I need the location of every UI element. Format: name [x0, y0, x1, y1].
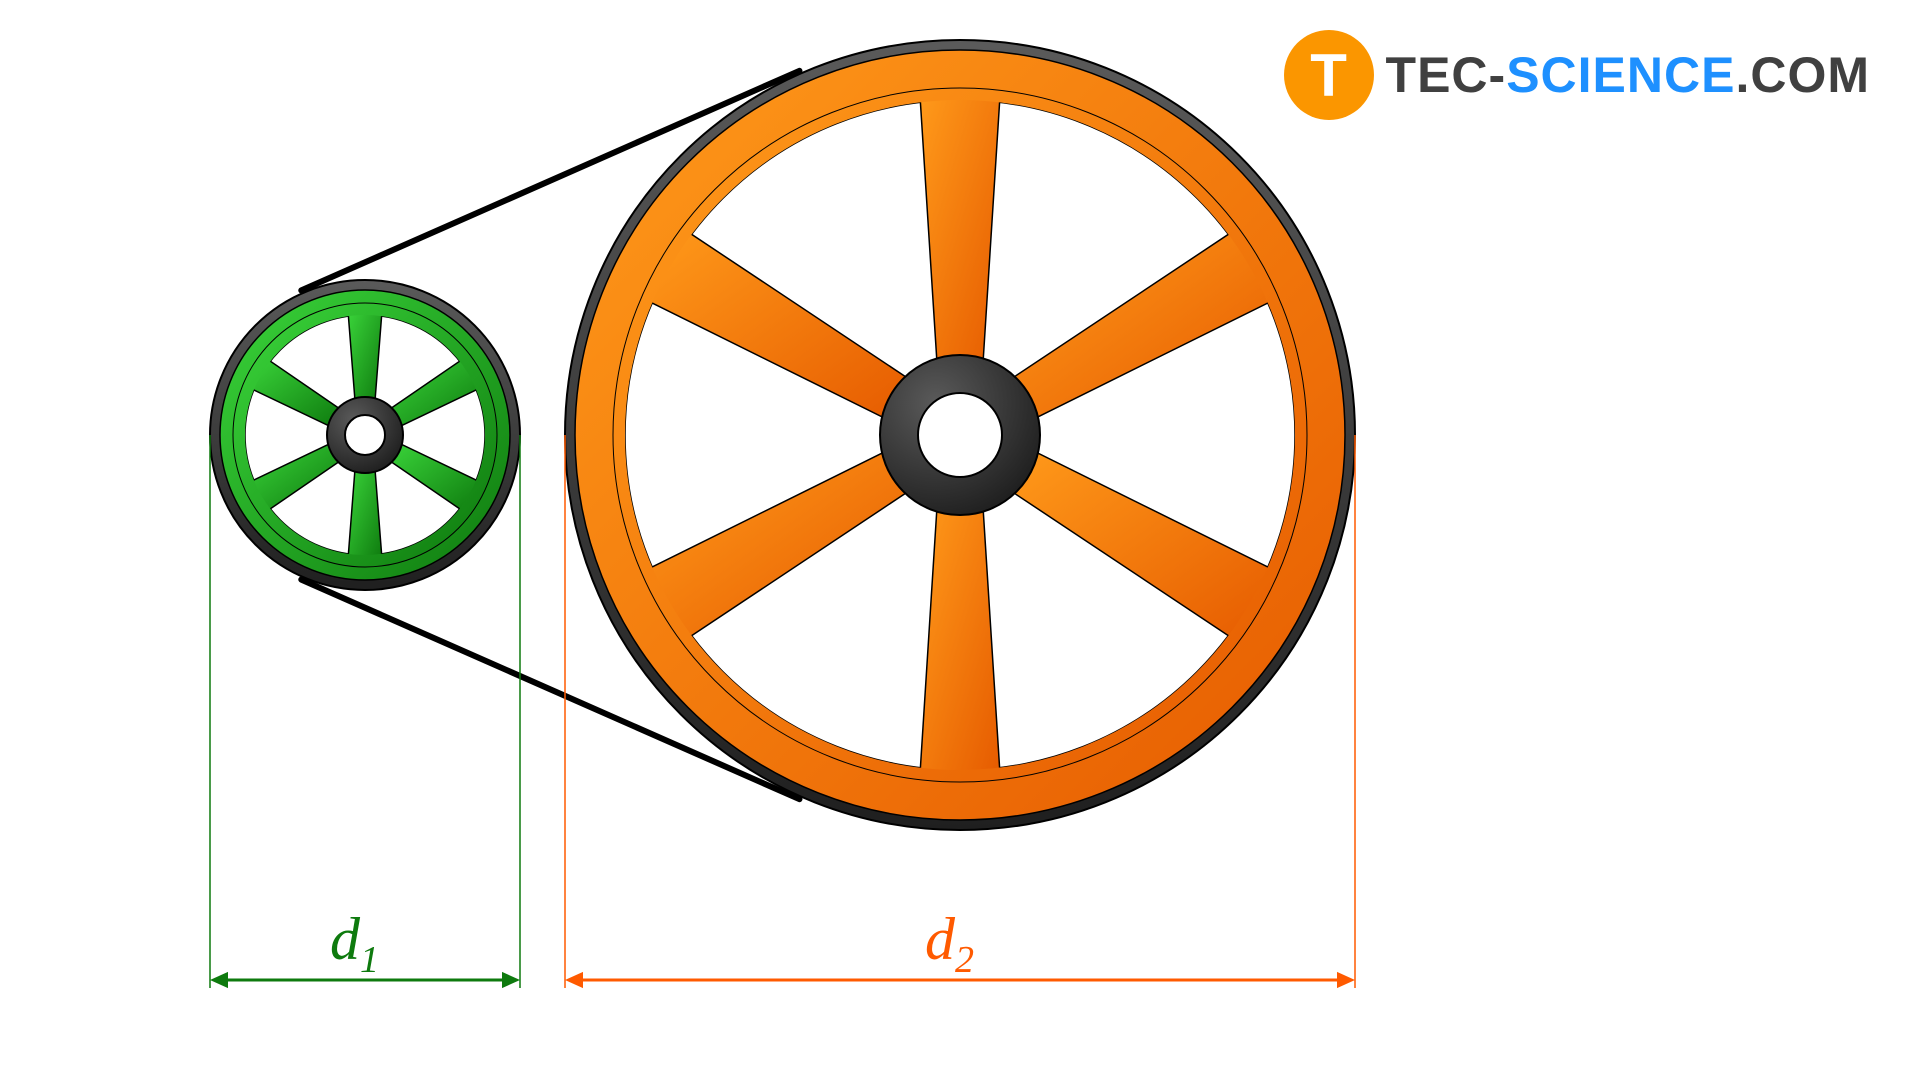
- hub-bore: [918, 393, 1002, 477]
- diagram-canvas: T TEC-SCIENCE.COM d1 d2: [0, 0, 1920, 1080]
- large-pulley: [565, 40, 1355, 830]
- dimension-label-d1: d1: [330, 905, 379, 982]
- hub-bore: [345, 415, 385, 455]
- small-pulley: [210, 280, 520, 590]
- dimension-label-d2: d2: [925, 905, 974, 982]
